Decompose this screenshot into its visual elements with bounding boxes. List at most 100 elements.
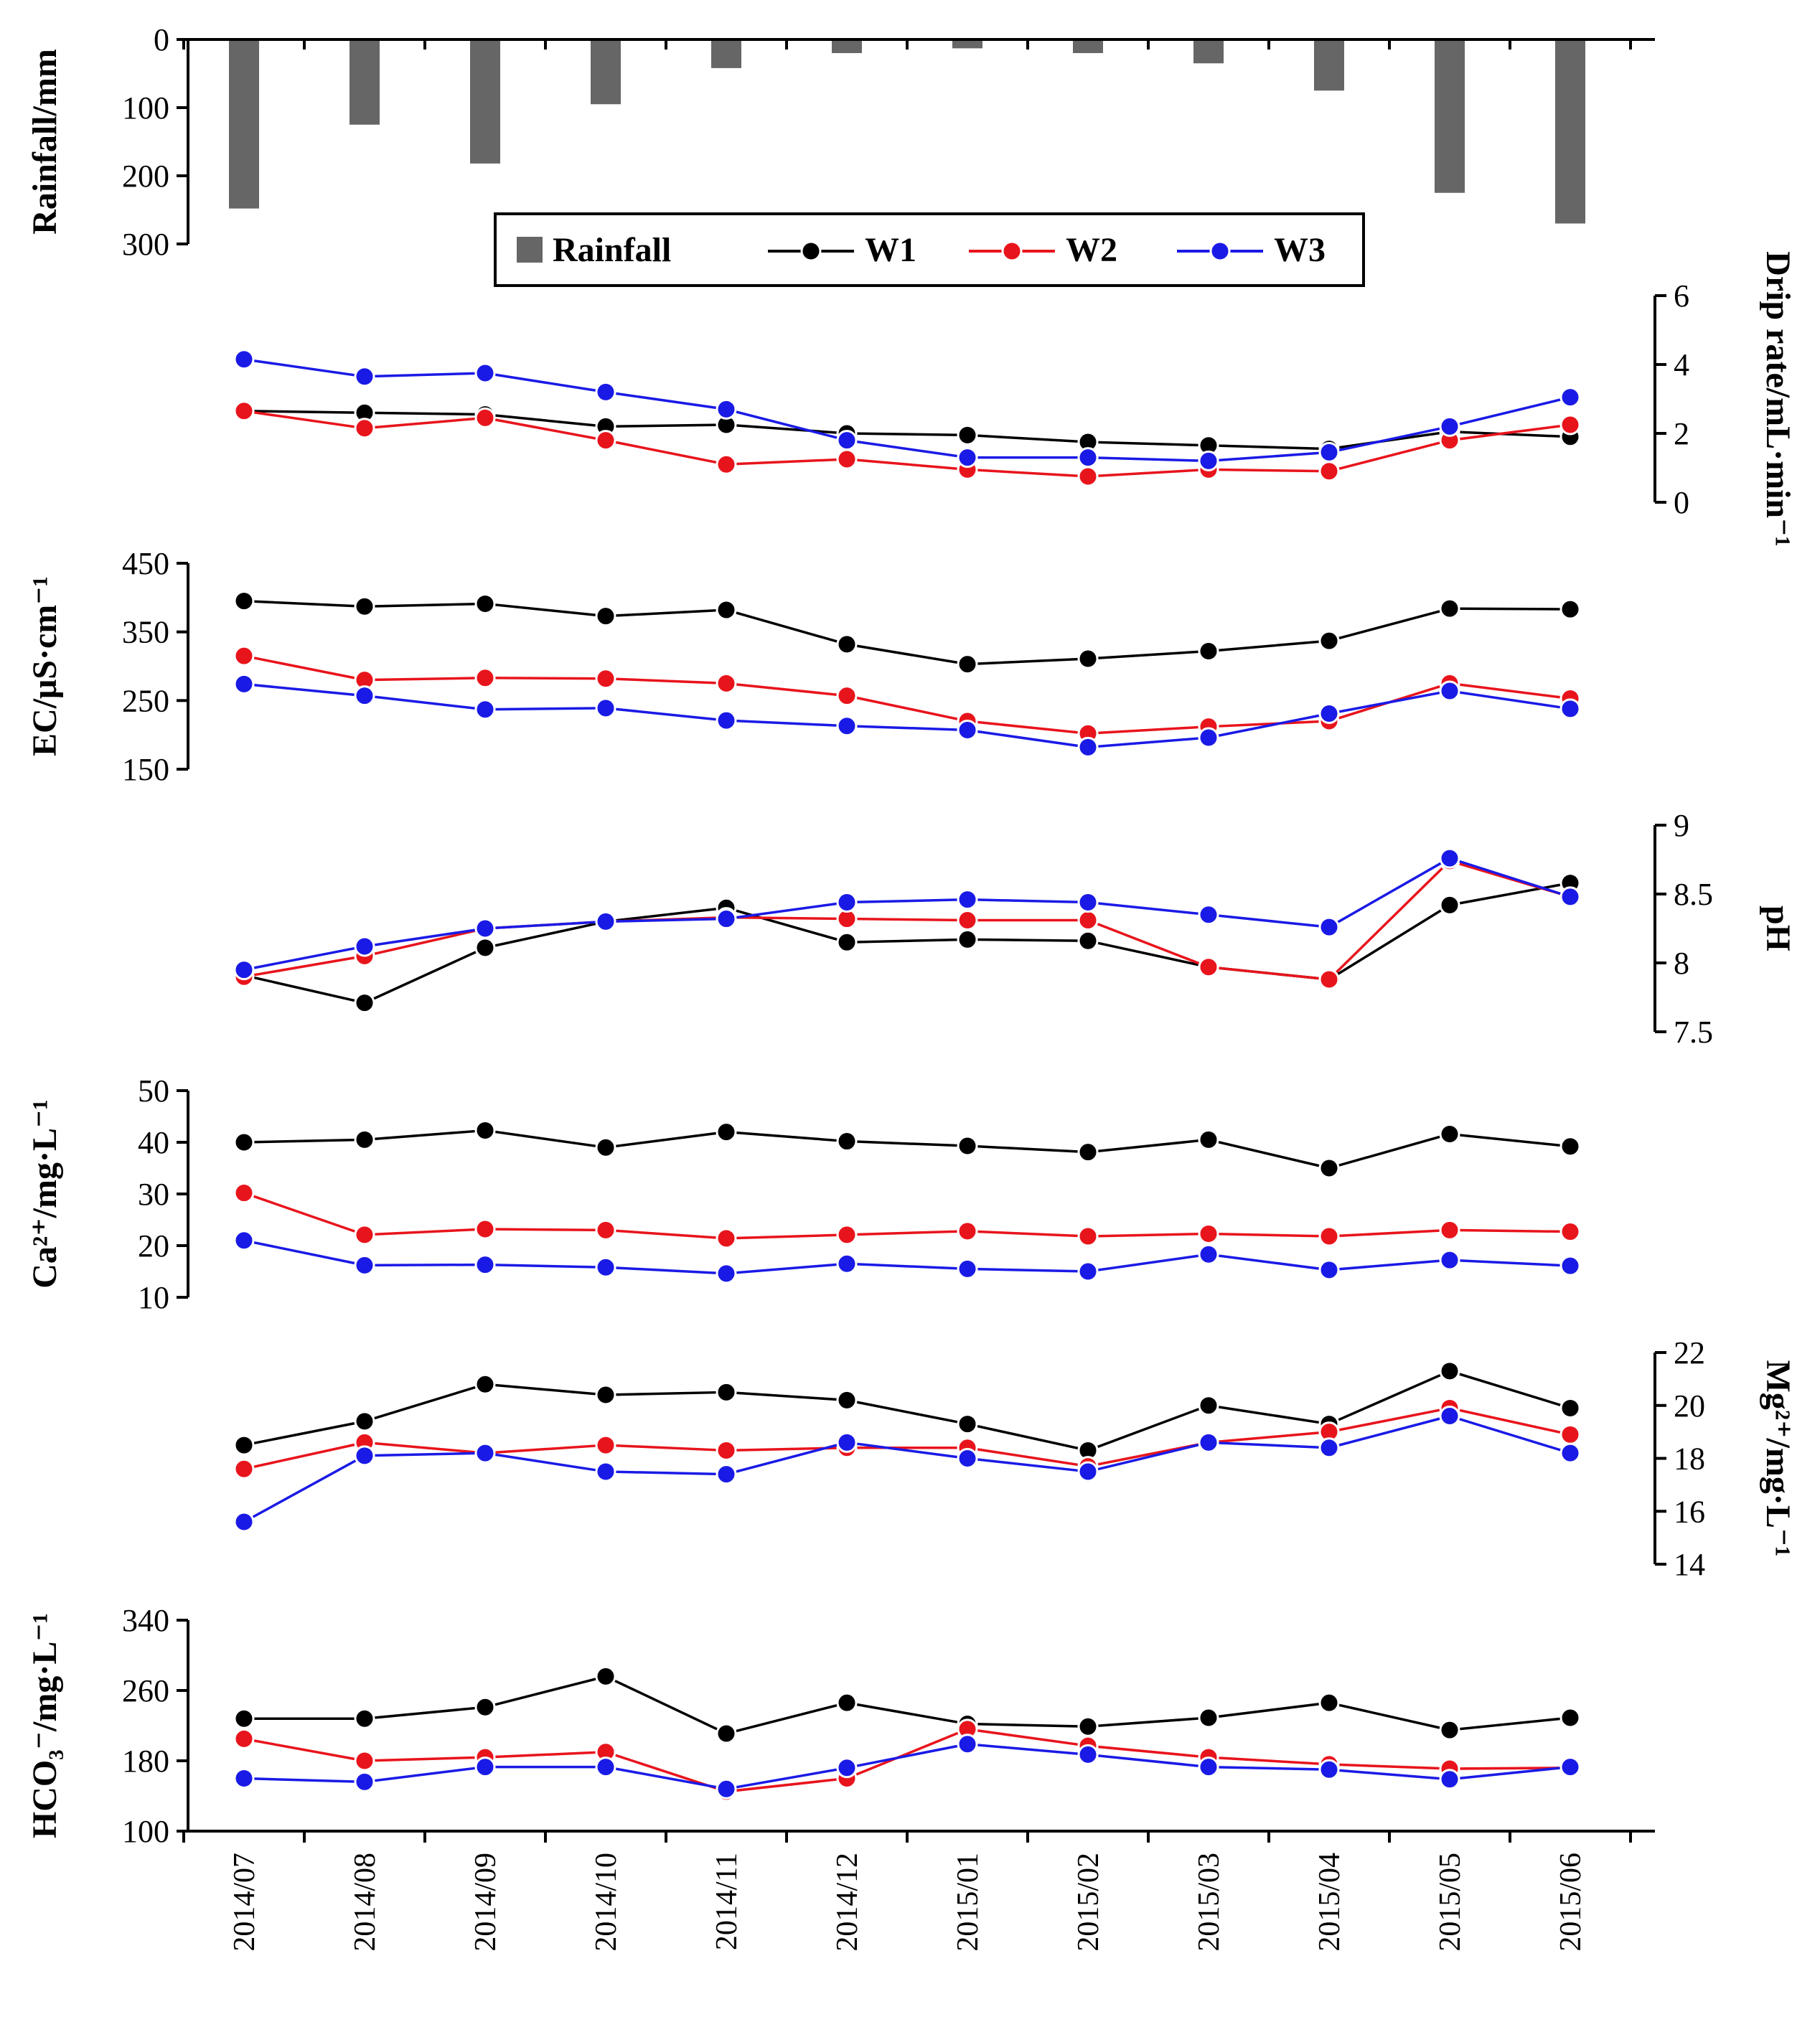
mg-w1-point (1439, 1360, 1460, 1382)
hco3-w1-line (244, 1675, 1571, 1735)
drip-w3-point (957, 447, 978, 469)
rainfall-tick-label: 200 (122, 159, 169, 194)
mg-w3-point (716, 1464, 737, 1485)
legend-w3-marker (1209, 240, 1231, 262)
ec-w1-point (233, 591, 255, 612)
ph-tick-label: 7.5 (1674, 1015, 1713, 1050)
hco3-w1-point (716, 1723, 737, 1744)
drip-w3-point (716, 398, 737, 420)
ec-tick-label: 450 (122, 546, 169, 581)
mg-w2-line (243, 1406, 1571, 1470)
ph-w2-point (1077, 909, 1099, 931)
mg-w3-point (474, 1442, 496, 1464)
drip-tick-label: 6 (1674, 278, 1689, 314)
drip-w2-point (474, 407, 496, 428)
ph-w1-point (1439, 894, 1460, 916)
ca-w3-point (1198, 1243, 1219, 1265)
hco3-w3-line (243, 1742, 1571, 1790)
ca-w2-point (836, 1224, 858, 1246)
ph-w3-point (233, 959, 255, 981)
ph-w1-point (1077, 930, 1099, 951)
ec-w3-point (1198, 727, 1219, 748)
ca-w3-point (1559, 1255, 1581, 1276)
drip-w2-point (233, 400, 255, 422)
x-tick-label-2015/02: 2015/02 (1072, 1853, 1105, 1952)
ec-w3-point (957, 719, 978, 740)
ca-w1-point (1198, 1129, 1219, 1150)
ph-w1-point (354, 992, 375, 1014)
ca-w1-point (1318, 1157, 1340, 1179)
drip-w2-point (1559, 414, 1581, 436)
ca-tick-label: 30 (138, 1177, 169, 1212)
hco3-w3-point (957, 1734, 978, 1755)
ph-w3-point (354, 936, 375, 957)
ph-w3-point (1198, 904, 1219, 926)
ca-w3-point (716, 1263, 737, 1284)
ec-w2-point (474, 667, 496, 689)
ca-w3-point (1318, 1259, 1340, 1281)
hco3-w1-point (595, 1665, 616, 1687)
mg-w3-line (243, 1414, 1571, 1523)
rainfall-bar-2015/04 (1314, 39, 1344, 91)
drip-w2-point (595, 430, 616, 451)
rainfall-tick-label: 0 (154, 22, 169, 57)
x-tick-label-2015/03: 2015/03 (1193, 1853, 1226, 1952)
ec-w3-point (836, 715, 858, 737)
ec-w1-point (716, 599, 737, 621)
ca-w3-point (1077, 1261, 1099, 1282)
drip-y-label: Drip rate/mL·min⁻¹ (1759, 251, 1797, 547)
ca-w3-point (474, 1254, 496, 1276)
mg-tick-label: 18 (1674, 1442, 1705, 1477)
rainfall-bar-2014/08 (350, 39, 380, 125)
mg-y-label: Mg²⁺/mg·L⁻¹ (1759, 1360, 1797, 1556)
ph-w2-line (243, 860, 1571, 981)
hco3-w1-point (1439, 1719, 1460, 1741)
mg-w3-point (957, 1448, 978, 1469)
mg-w1-point (716, 1381, 737, 1403)
mg-w1-point (354, 1411, 375, 1432)
ec-w1-point (595, 606, 616, 627)
mg-w3-point (354, 1445, 375, 1467)
ec-w2-point (716, 672, 737, 694)
ca-w1-point (1077, 1142, 1099, 1163)
ph-tick-label: 8 (1674, 946, 1689, 981)
mg-w1-point (836, 1389, 858, 1411)
x-tick-label-2014/09: 2014/09 (469, 1853, 502, 1952)
rainfall-tick-label: 100 (122, 90, 169, 126)
rainfall-bar-2014/12 (832, 39, 862, 53)
hco3-w3-point (1077, 1744, 1099, 1765)
drip-w2-point (1318, 461, 1340, 482)
ph-w3-point (1559, 886, 1581, 908)
ec-tick-label: 350 (122, 615, 169, 650)
mg-w2-point (233, 1458, 255, 1480)
mg-w3-point (1318, 1437, 1340, 1459)
mg-w3-point (1198, 1431, 1219, 1453)
ph-w3-point (595, 911, 616, 932)
ec-w1-line (243, 599, 1571, 666)
ca-w3-point (957, 1258, 978, 1279)
mg-tick-label: 16 (1674, 1494, 1705, 1529)
ec-w3-point (1077, 736, 1099, 758)
ph-w2-point (957, 909, 978, 931)
hco3-w1-point (474, 1696, 496, 1718)
hco3-w1-point (1318, 1692, 1340, 1713)
ca-w2-point (1077, 1226, 1099, 1247)
ph-tick-label: 9 (1674, 808, 1689, 843)
hco3-w1-point (836, 1692, 858, 1713)
ca-w2-point (716, 1228, 737, 1249)
drip-w2-point (716, 453, 737, 475)
ca-w1-point (474, 1119, 496, 1141)
drip-w3-point (836, 430, 858, 451)
ca-w1-point (595, 1137, 616, 1158)
ec-w3-point (1439, 680, 1460, 702)
hco3-tick-label: 340 (122, 1603, 169, 1638)
ph-w3-point (474, 918, 496, 939)
ca-w3-point (595, 1256, 616, 1278)
mg-w2-point (1559, 1424, 1581, 1445)
ca-w3-point (1439, 1249, 1460, 1271)
drip-w3-point (474, 362, 496, 384)
hco3-w3-point (716, 1778, 737, 1800)
ec-w3-point (474, 699, 496, 720)
ec-w2-point (595, 668, 616, 690)
ca-w2-point (595, 1219, 616, 1241)
